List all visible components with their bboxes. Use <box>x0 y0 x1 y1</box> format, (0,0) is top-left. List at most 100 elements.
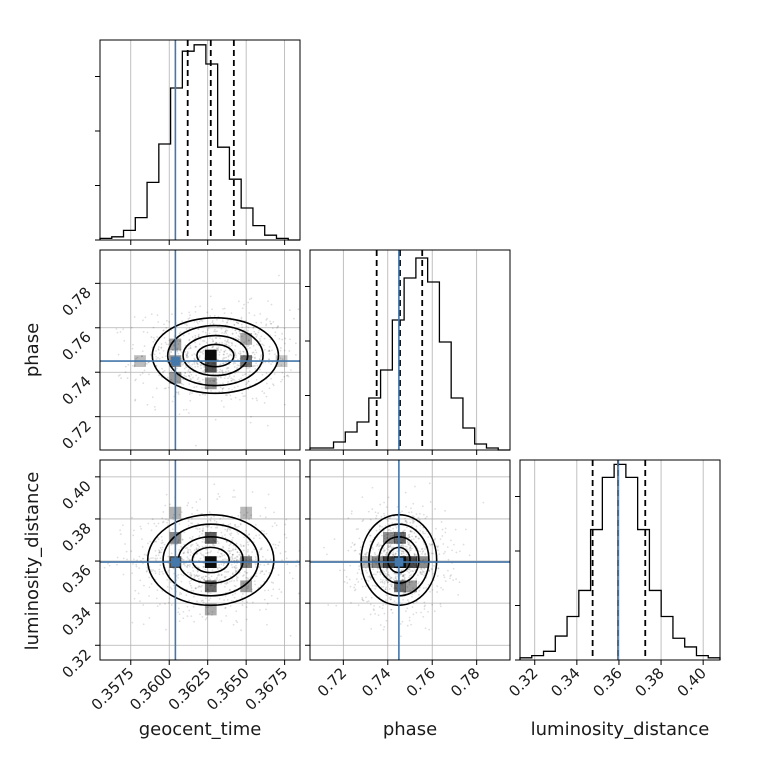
sample-point <box>375 517 377 520</box>
density-bin <box>204 580 217 593</box>
sample-point <box>267 589 270 592</box>
sample-point <box>154 557 157 560</box>
sample-point <box>421 568 423 570</box>
sample-point <box>177 392 180 394</box>
sample-point <box>144 364 147 366</box>
sample-point <box>236 321 238 324</box>
sample-point <box>194 346 197 348</box>
sample-point <box>202 529 204 531</box>
sample-point <box>167 519 170 522</box>
sample-point <box>450 574 453 576</box>
sample-point <box>205 606 208 609</box>
sample-point <box>383 514 386 517</box>
sample-point <box>238 338 241 341</box>
sample-point <box>162 573 165 575</box>
sample-point <box>191 506 194 509</box>
sample-point <box>431 543 433 546</box>
sample-point <box>170 378 173 381</box>
sample-point <box>255 534 258 537</box>
sample-point <box>220 531 223 534</box>
sample-point <box>429 590 432 593</box>
sample-point <box>306 552 308 554</box>
sample-point <box>268 350 271 352</box>
sample-point <box>194 575 196 578</box>
sample-point <box>215 378 218 381</box>
sample-point <box>274 547 277 549</box>
sample-point <box>439 538 442 540</box>
sample-point <box>259 358 262 361</box>
sample-point <box>193 353 196 355</box>
panel-frame <box>519 459 721 661</box>
sample-point <box>193 320 196 323</box>
sample-point <box>253 353 256 356</box>
sample-point <box>458 550 461 553</box>
sample-point <box>410 531 413 533</box>
sample-point <box>422 558 425 561</box>
sample-point <box>367 510 370 513</box>
sample-point <box>159 564 162 567</box>
sample-point <box>274 353 276 356</box>
sample-point <box>283 375 286 378</box>
panel-content <box>100 460 308 660</box>
sample-point <box>386 581 389 584</box>
sample-point <box>164 355 167 358</box>
sample-point <box>155 597 158 600</box>
sample-point <box>229 394 232 397</box>
sample-point <box>387 520 389 522</box>
sample-point <box>182 362 185 365</box>
sample-point <box>365 567 367 569</box>
sample-point <box>190 545 192 548</box>
sample-point <box>273 522 276 524</box>
sample-point <box>216 551 219 554</box>
panel-frame <box>99 39 301 241</box>
sample-point <box>205 387 208 390</box>
sample-point <box>404 573 406 576</box>
sample-point <box>217 358 220 361</box>
sample-point <box>216 526 219 529</box>
sample-point <box>389 517 392 519</box>
sample-point <box>178 593 181 596</box>
sample-point <box>217 348 220 350</box>
sample-point <box>168 339 171 342</box>
sample-point <box>140 527 143 530</box>
sample-point <box>227 367 230 369</box>
sample-point <box>189 344 192 347</box>
sample-point <box>192 589 195 592</box>
sample-point <box>369 518 372 521</box>
sample-point <box>404 517 406 520</box>
sample-point <box>188 361 191 364</box>
sample-point <box>216 566 219 569</box>
sample-point <box>406 526 408 529</box>
sample-point <box>281 338 284 341</box>
sample-point <box>433 539 436 541</box>
sample-point <box>246 347 249 350</box>
sample-point <box>200 600 203 602</box>
sample-point <box>234 372 236 375</box>
sample-point <box>172 567 175 570</box>
sample-point <box>234 548 237 551</box>
sample-point <box>133 529 135 532</box>
sample-point <box>449 575 452 577</box>
sample-point <box>158 551 161 554</box>
sample-point <box>197 577 200 580</box>
sample-point <box>220 563 223 566</box>
sample-point <box>235 577 238 580</box>
sample-point <box>241 604 244 606</box>
sample-point <box>165 343 168 346</box>
sample-point <box>359 553 361 556</box>
sample-point <box>222 382 224 385</box>
sample-point <box>178 549 181 551</box>
sample-point <box>232 536 234 539</box>
sample-point <box>103 566 106 569</box>
sample-point <box>169 581 172 584</box>
histogram-step <box>519 463 721 660</box>
sample-point <box>189 573 191 576</box>
sample-point <box>177 541 180 543</box>
sample-point <box>198 535 201 537</box>
sample-point <box>427 583 430 586</box>
sample-point <box>212 345 214 348</box>
sample-point <box>231 333 234 335</box>
sample-point <box>390 585 393 587</box>
sample-point <box>141 545 144 548</box>
sample-point <box>234 585 237 588</box>
